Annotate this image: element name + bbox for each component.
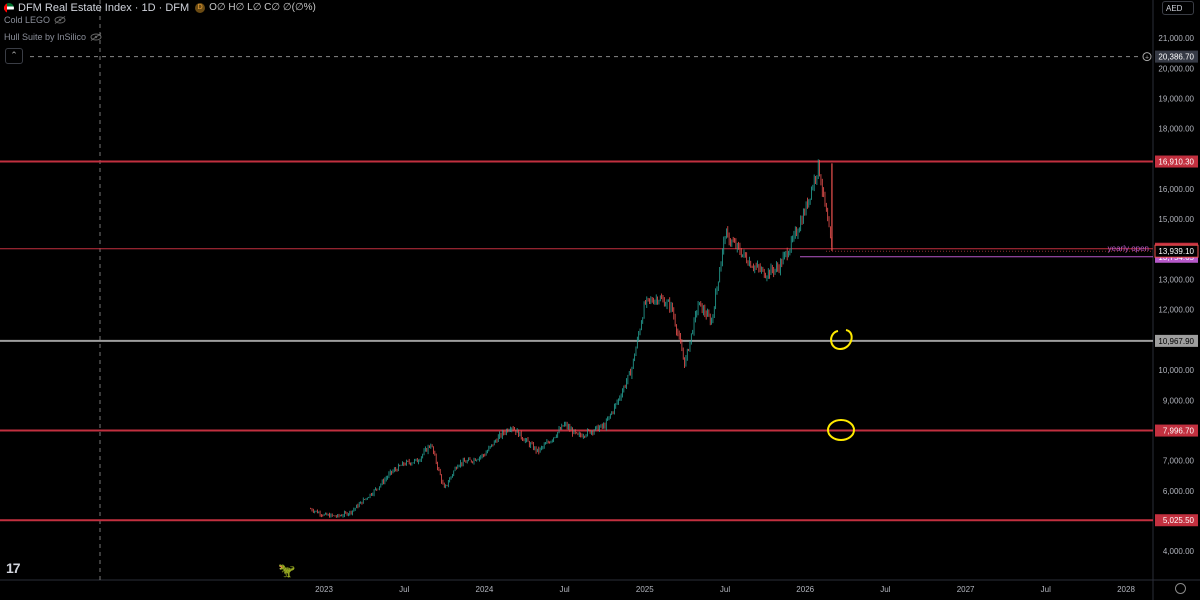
crosshair-price-label: 20,386.70 [1158,53,1194,62]
currency-selector[interactable]: AED [1162,1,1194,15]
y-tick-label: 16,000.00 [1158,185,1194,194]
y-tick-label: 18,000.00 [1158,125,1194,134]
level-price-box [1155,334,1198,347]
add-alert-icon [1142,52,1152,62]
annotation-circle [827,419,855,441]
add-alert-plus: + [1145,55,1149,62]
last-price-label: 13,939.10 [1158,247,1194,256]
level-price-box [1155,514,1198,527]
ohlc-values: O∅ H∅ L∅ C∅ ∅(∅%) [209,2,316,13]
currency-label: AED [1166,4,1183,13]
x-tick-label: Jul [1041,585,1051,594]
indicator-hull-suite[interactable]: Hull Suite by InSilico [4,32,102,42]
x-tick-label: Jul [720,585,730,594]
chart-header: DFM Real Estate Index · 1D · DFM D O∅ H∅… [4,0,316,15]
annotation-circle [830,329,853,351]
symbol-title[interactable]: DFM Real Estate Index · 1D · DFM [18,1,190,14]
level-price-label: 5,025.50 [1163,516,1195,525]
settings-gear-icon[interactable] [1175,583,1186,594]
y-tick-label: 12,000.00 [1158,306,1194,315]
level-price-box [1155,424,1198,437]
indicator-cold-lego[interactable]: Cold LEGO [4,15,66,25]
y-tick-label: 7,000.00 [1163,457,1195,466]
x-tick-label: 2028 [1117,585,1135,594]
y-tick-label: 9,000.00 [1163,396,1195,405]
collapse-legend-button[interactable]: ⌃ [5,48,23,64]
y-tick-label: 13,000.00 [1158,276,1194,285]
replay-dino-icon[interactable]: 🦖 [278,562,296,578]
x-tick-label: 2025 [636,585,654,594]
uae-flag-icon [4,2,14,13]
hidden-eye-icon[interactable] [54,16,66,24]
tradingview-logo-icon[interactable]: 17 [6,560,21,576]
x-tick-label: 2023 [315,585,333,594]
x-tick-label: 2027 [957,585,975,594]
level-price-label: 16,910.30 [1158,158,1194,167]
y-tick-label: 15,000.00 [1158,215,1194,224]
indicator-label: Hull Suite by InSilico [4,32,87,42]
crosshair-price-box [1155,50,1198,63]
x-tick-label: Jul [399,585,409,594]
level-price-label: 7,996.70 [1163,427,1195,436]
y-tick-label: 19,000.00 [1158,94,1194,103]
indicator-label: Cold LEGO [4,15,51,25]
level-price-box [1155,155,1198,168]
level-price-label: 10,967.90 [1158,337,1194,346]
hidden-eye-icon[interactable] [90,33,102,41]
y-tick-label: 10,000.00 [1158,366,1194,375]
delayed-badge-icon: D [195,2,206,13]
yearly-open-text: yearly open [1108,244,1149,253]
last-price-box [1154,244,1199,258]
y-tick-label: 6,000.00 [1163,487,1195,496]
x-tick-label: Jul [880,585,890,594]
x-tick-label: Jul [559,585,569,594]
y-tick-label: 20,000.00 [1158,64,1194,73]
y-tick-label: 4,000.00 [1163,547,1195,556]
x-tick-label: 2026 [796,585,814,594]
y-tick-label: 21,000.00 [1158,34,1194,43]
x-tick-label: 2024 [476,585,494,594]
